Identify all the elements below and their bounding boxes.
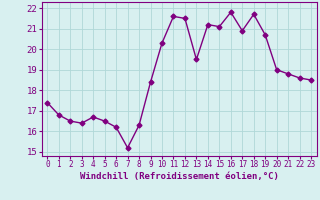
X-axis label: Windchill (Refroidissement éolien,°C): Windchill (Refroidissement éolien,°C) <box>80 172 279 181</box>
